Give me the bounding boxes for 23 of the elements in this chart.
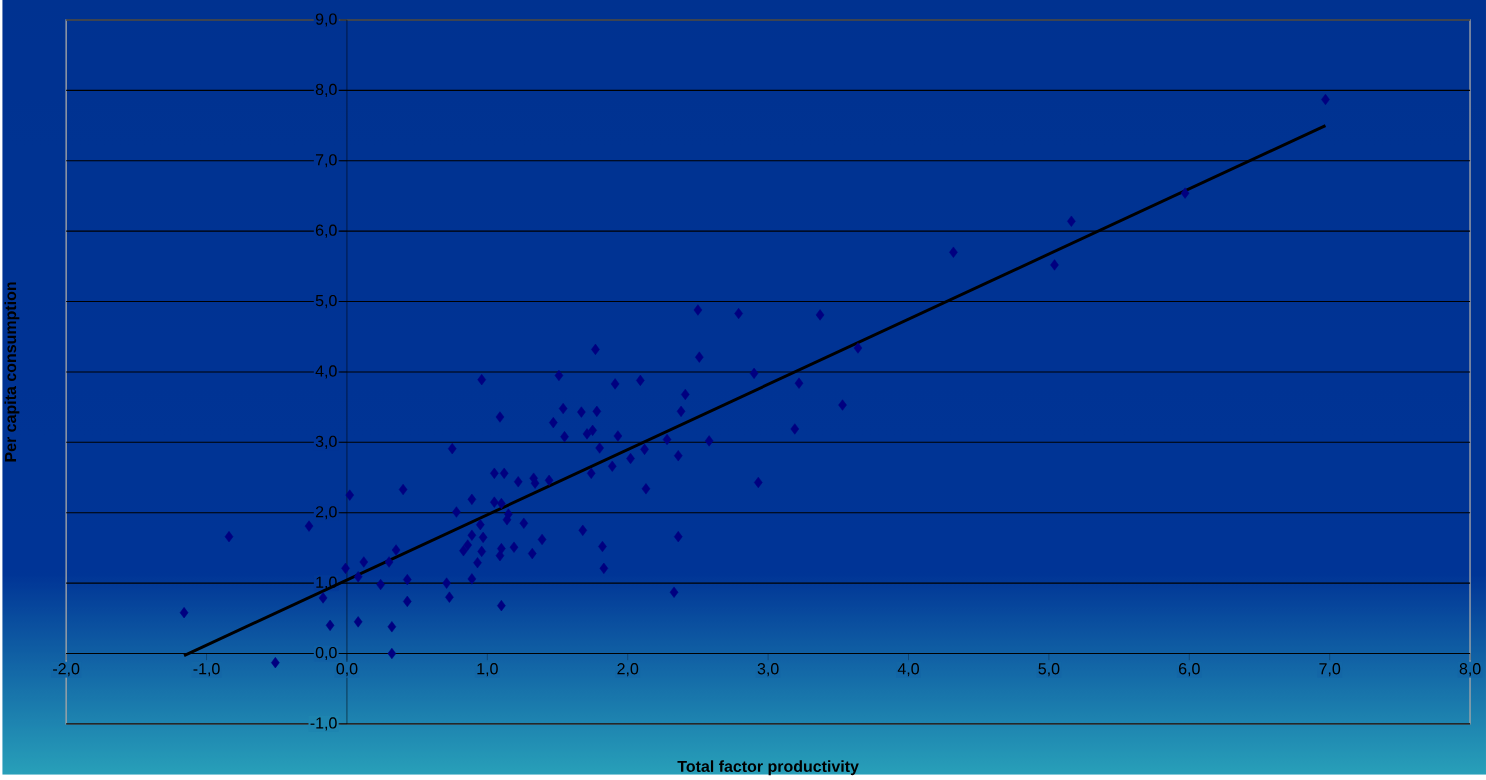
y-tick-label: 0,0 (315, 647, 337, 661)
y-tick-label: 8,0 (315, 83, 337, 98)
x-tick-label: -2,0 (53, 663, 80, 677)
x-tick-label: 5,0 (1038, 663, 1060, 677)
y-tick-label: 7,0 (315, 154, 337, 168)
y-tick-label: -1,0 (310, 717, 337, 731)
y-tick-label: 5,0 (315, 295, 337, 309)
y-axis-title: Per capita consumption (4, 282, 20, 462)
x-tick-label: 4,0 (897, 663, 919, 677)
y-tick-label: 4,0 (315, 365, 337, 379)
x-axis-title: Total factor productivity (677, 760, 859, 776)
x-tick-label: -1,0 (193, 663, 220, 677)
y-tick-label: 3,0 (315, 435, 337, 450)
y-tick-label: 9,0 (315, 13, 337, 27)
y-tick-label: 6,0 (315, 224, 337, 238)
x-tick-label: 1,0 (477, 663, 498, 677)
x-tick-label: 2,0 (617, 663, 639, 677)
x-tick-label: 7,0 (1319, 663, 1341, 677)
x-tick-label: 6,0 (1179, 663, 1200, 677)
x-tick-label: 8,0 (1459, 663, 1481, 677)
y-tick-label: 2,0 (315, 506, 337, 520)
x-tick-label: 3,0 (757, 663, 779, 677)
x-tick-label: 0,0 (336, 663, 358, 677)
